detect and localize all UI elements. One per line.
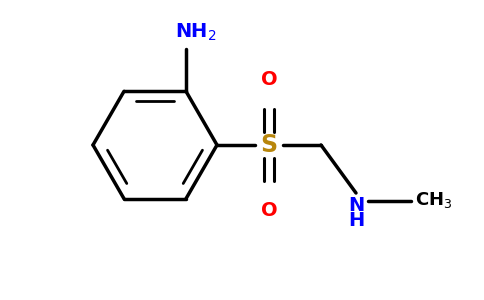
Text: H: H [348,211,364,230]
Text: CH$_3$: CH$_3$ [415,190,453,210]
Text: N: N [348,196,364,215]
Text: O: O [261,70,277,89]
Text: S: S [260,133,277,157]
Text: O: O [261,201,277,220]
Text: NH$_2$: NH$_2$ [175,22,217,43]
